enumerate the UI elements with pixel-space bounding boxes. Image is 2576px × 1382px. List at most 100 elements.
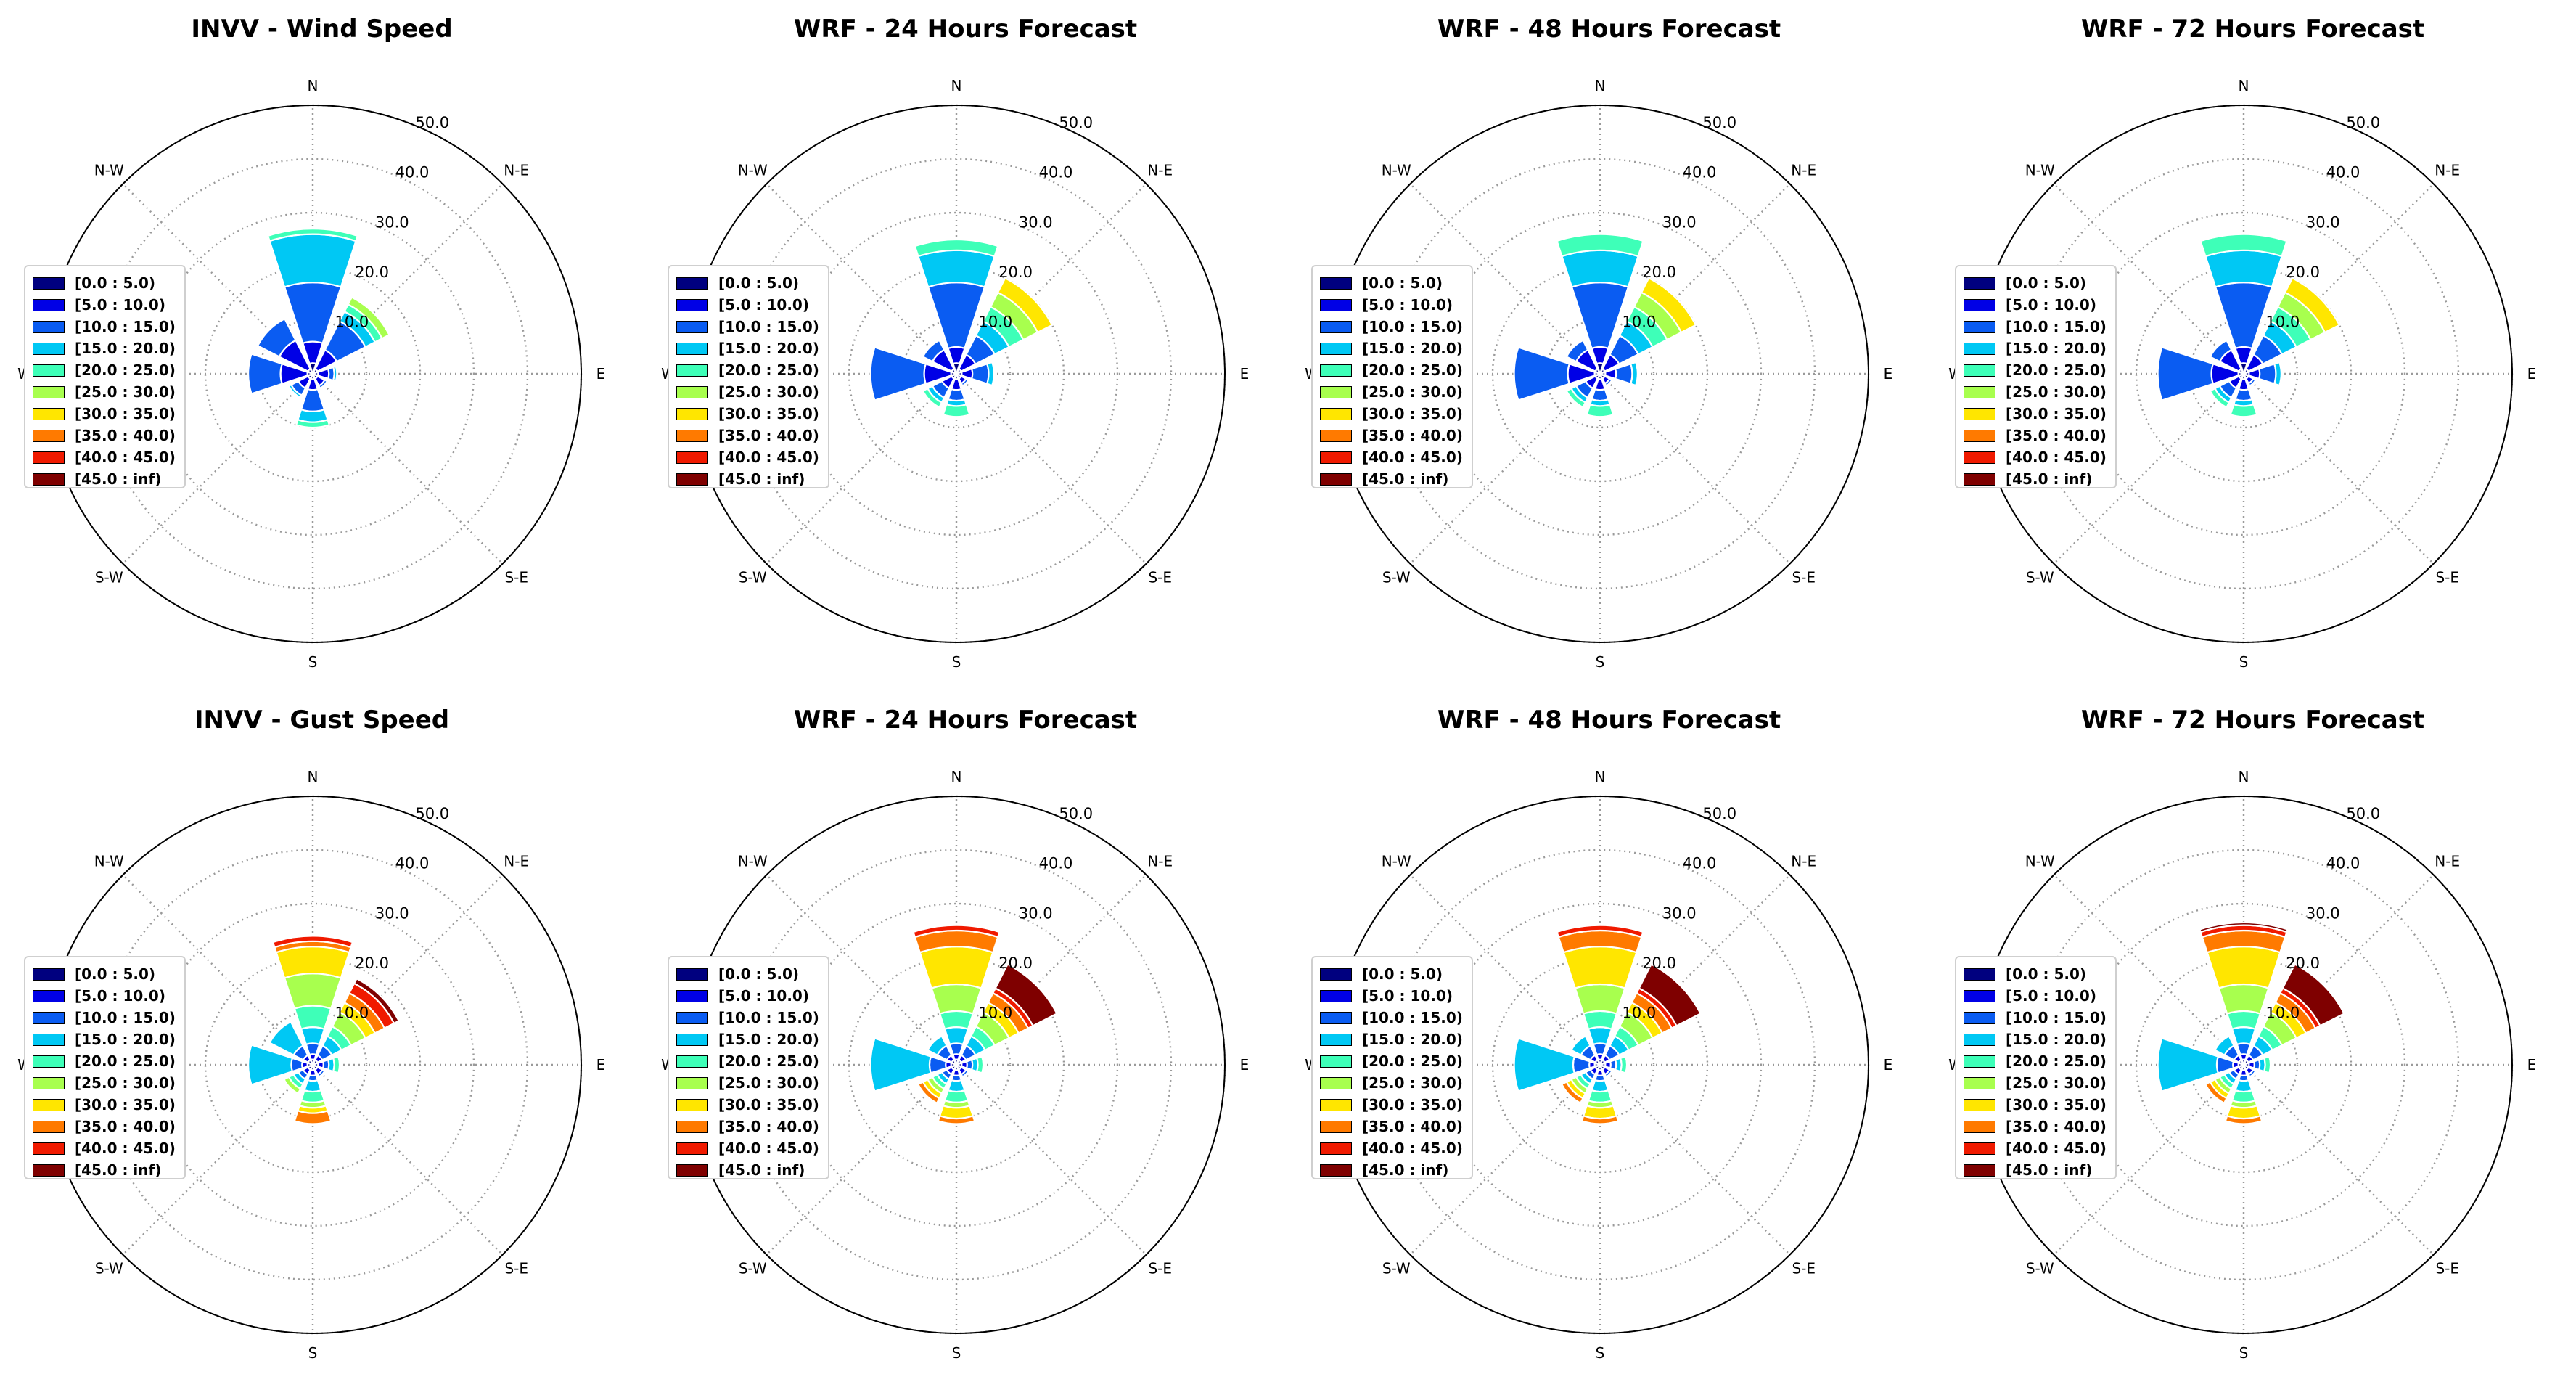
legend-label: [5.0 : 10.0) <box>1362 987 1453 1005</box>
direction-label-n: N <box>1595 77 1606 94</box>
legend-label: [10.0 : 15.0) <box>718 318 819 335</box>
legend-swatch <box>1964 989 1995 1002</box>
legend-swatch <box>1964 320 1995 333</box>
legend-item: [15.0 : 20.0) <box>1320 1029 1464 1050</box>
direction-label-n-e: N-E <box>504 161 529 179</box>
legend-label: [0.0 : 5.0) <box>1362 274 1443 292</box>
radial-tick-label: 40.0 <box>1039 164 1073 181</box>
windrose-panel-7: 10.020.030.040.050.0NN-EES-ESS-WWN-WWRF … <box>1287 691 1931 1382</box>
grid-circle <box>794 902 1119 1227</box>
grid-spoke <box>2053 373 2244 565</box>
legend-item: [5.0 : 10.0) <box>676 985 821 1007</box>
direction-label-e: E <box>2527 365 2537 383</box>
radial-tick-label: 20.0 <box>2286 263 2320 281</box>
legend-item: [40.0 : 45.0) <box>1964 1137 2108 1159</box>
legend-item: [10.0 : 15.0) <box>676 1007 821 1029</box>
wedge-n-bin-4 <box>293 1005 332 1031</box>
legend-label: [25.0 : 30.0) <box>718 1074 819 1092</box>
legend-label: [0.0 : 5.0) <box>1362 965 1443 983</box>
legend-swatch <box>676 1033 708 1046</box>
legend-item: [0.0 : 5.0) <box>33 963 177 985</box>
wedge-n-e-bin-9 <box>353 977 401 1025</box>
legend-item: [0.0 : 5.0) <box>1964 272 2108 294</box>
legend-label: [15.0 : 20.0) <box>1362 1031 1463 1048</box>
direction-label-n-w: N-W <box>1382 161 1411 179</box>
legend-swatch <box>33 1142 65 1155</box>
legend-item: [10.0 : 15.0) <box>33 1007 177 1029</box>
radial-tick-label: 50.0 <box>1702 805 1736 822</box>
direction-label-s-w: S-W <box>739 569 767 586</box>
wedge-w-bin-2 <box>290 1057 304 1073</box>
direction-label-n: N <box>1595 768 1606 785</box>
grid-spoke <box>2053 1064 2244 1256</box>
legend-item: [45.0 : inf) <box>676 1159 821 1181</box>
radial-tick-label: 40.0 <box>395 164 430 181</box>
wedge-s-bin-4 <box>942 403 971 418</box>
direction-label-n: N <box>951 77 962 94</box>
legend-label: [5.0 : 10.0) <box>1362 296 1453 314</box>
grid-spoke <box>2053 874 2244 1066</box>
wedge-n-bin-5 <box>2218 983 2270 1015</box>
wedge-n-bin-3 <box>2204 249 2283 288</box>
legend-swatch <box>676 342 708 355</box>
legend-label: [25.0 : 30.0) <box>75 383 176 401</box>
legend-label: [10.0 : 15.0) <box>2006 318 2107 335</box>
wedge-s-w-bin-5 <box>282 1076 302 1095</box>
direction-label-s: S <box>952 1344 961 1362</box>
wedge-w-bin-3 <box>2157 1037 2220 1092</box>
legend-swatch <box>1320 407 1352 420</box>
wedge-n-w-bin-3 <box>1570 1034 1592 1057</box>
legend-item: [40.0 : 45.0) <box>1320 1137 1464 1159</box>
legend-swatch <box>33 277 65 290</box>
legend-item: [5.0 : 10.0) <box>1964 985 2108 1007</box>
wedge-e-bin-4 <box>1619 1055 1628 1074</box>
wedge-s-bin-7 <box>2224 1114 2263 1125</box>
legend-label: [5.0 : 10.0) <box>75 296 165 314</box>
legend-swatch <box>33 473 65 486</box>
wedge-s-bin-7 <box>1580 1114 1620 1125</box>
legend-swatch <box>1964 1055 1995 1068</box>
legend-swatch <box>1320 429 1352 442</box>
legend-swatch <box>676 989 708 1002</box>
legend-label: [45.0 : inf) <box>718 1161 805 1179</box>
legend-label: [35.0 : 40.0) <box>1362 427 1463 444</box>
direction-label-n-e: N-E <box>2435 852 2460 870</box>
legend-swatch <box>1320 342 1352 355</box>
legend-label: [35.0 : 40.0) <box>718 427 819 444</box>
legend-item: [35.0 : 40.0) <box>676 425 821 446</box>
wedge-n-w-bin-3 <box>2213 1034 2236 1057</box>
grid-spoke <box>956 373 1147 565</box>
wedge-e-bin-4 <box>975 1055 985 1074</box>
legend-item: [45.0 : inf) <box>1320 1159 1464 1181</box>
legend-swatch <box>1964 429 1995 442</box>
grid-spoke <box>1409 874 1601 1066</box>
legend-swatch <box>33 385 65 398</box>
legend-label: [30.0 : 35.0) <box>1362 1096 1463 1113</box>
wedge-n-w-bin-2 <box>2209 339 2233 363</box>
legend-swatch <box>1964 473 1995 486</box>
windrose-panel-2: 10.020.030.040.050.0NN-EES-ESS-WWN-WWRF … <box>644 0 1287 691</box>
legend-item: [20.0 : 25.0) <box>1320 359 1464 381</box>
legend-item: [15.0 : 20.0) <box>33 1029 177 1050</box>
grid-spoke <box>312 183 504 375</box>
legend-swatch <box>676 1011 708 1024</box>
radial-tick-label: 50.0 <box>1059 114 1093 131</box>
wedge-n-e-bin-6 <box>1640 277 1697 334</box>
legend-swatch <box>1320 364 1352 377</box>
wedge-s-bin-3 <box>947 1079 966 1093</box>
direction-label-s-e: S-E <box>1792 569 1816 586</box>
legend-label: [25.0 : 30.0) <box>1362 1074 1463 1092</box>
grid-spoke <box>1599 874 1791 1066</box>
legend-swatch <box>676 1164 708 1177</box>
legend-label: [45.0 : inf) <box>1362 470 1449 488</box>
wedge-s-e-bin-2 <box>317 378 329 390</box>
radial-tick-label: 10.0 <box>335 1005 369 1022</box>
legend-label: [10.0 : 15.0) <box>75 1009 176 1026</box>
legend-swatch <box>1320 1098 1352 1111</box>
wedge-s-bin-3 <box>303 1079 322 1093</box>
grid-spoke <box>1599 373 1791 565</box>
legend-item: [25.0 : 30.0) <box>33 381 177 403</box>
legend-item: [40.0 : 45.0) <box>1964 446 2108 468</box>
legend: [0.0 : 5.0) [5.0 : 10.0) [10.0 : 15.0) [15.… <box>668 265 829 488</box>
